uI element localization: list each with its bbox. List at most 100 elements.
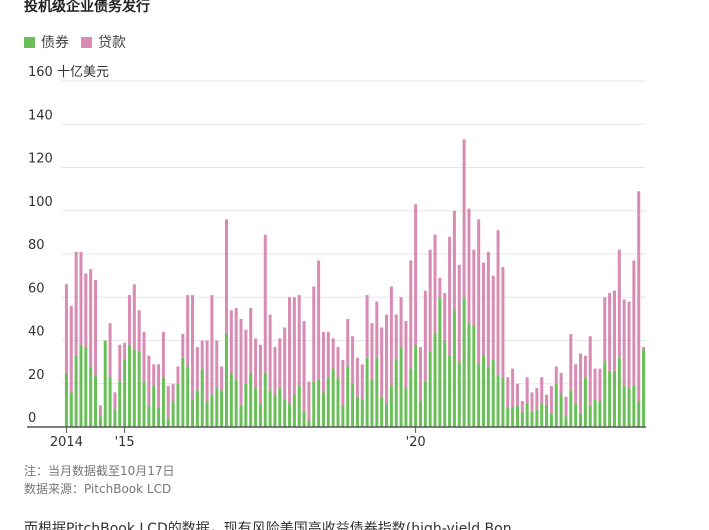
- bar-loans: [181, 334, 185, 358]
- bar-loans: [113, 392, 117, 410]
- bar-loans: [336, 346, 340, 378]
- bar-bonds: [457, 362, 461, 428]
- bar-loans: [210, 295, 214, 395]
- bar-loans: [123, 342, 127, 360]
- bar-loans: [205, 340, 209, 402]
- bar-bonds: [409, 368, 413, 427]
- bar-bonds: [627, 388, 631, 427]
- bar-bonds: [283, 398, 287, 427]
- bar-bonds: [292, 394, 296, 427]
- bar-loans: [612, 290, 616, 371]
- bar-bonds: [244, 383, 248, 427]
- bar-bonds: [307, 420, 311, 427]
- bar-bonds: [317, 379, 321, 427]
- bar-loans: [545, 394, 549, 406]
- bar-loans: [215, 340, 219, 389]
- bar-loans: [462, 139, 466, 298]
- bar-bonds: [462, 297, 466, 427]
- bar-bonds: [574, 403, 578, 427]
- bar-bonds: [385, 403, 389, 427]
- chart-legend: 债券 贷款: [24, 32, 138, 52]
- bar-bonds: [152, 385, 156, 427]
- bar-bonds: [321, 392, 325, 427]
- article-text-cut: 而根据PitchBook LCD的数据，现有风险美国高收益债券指数(high-y…: [24, 521, 512, 530]
- bar-loans: [409, 260, 413, 369]
- bar-loans: [491, 275, 495, 360]
- bar-loans: [254, 338, 258, 389]
- bar-loans: [501, 266, 505, 378]
- y-tick-label: 160 十亿美元: [28, 65, 109, 80]
- bar-loans: [496, 230, 500, 376]
- bar-bonds: [564, 416, 568, 427]
- bar-loans: [191, 295, 195, 399]
- bar-loans: [326, 331, 330, 378]
- bar-loans: [234, 308, 238, 380]
- bar-bonds: [142, 381, 146, 427]
- bar-loans: [520, 401, 524, 412]
- bar-loans: [64, 284, 68, 373]
- bar-loans: [574, 364, 578, 404]
- bar-bonds: [404, 388, 408, 427]
- bar-loans: [220, 366, 224, 391]
- footer-notes: 注：当月数据截至10月17日 数据来源：PitchBook LCD: [24, 462, 175, 498]
- bar-bonds: [288, 403, 292, 427]
- bar-loans: [530, 392, 534, 412]
- bar-bonds: [535, 409, 539, 427]
- bar-loans: [554, 366, 558, 384]
- bar-loans: [263, 234, 267, 373]
- bar-loans: [423, 290, 427, 382]
- bar-loans: [579, 353, 583, 415]
- bar-bonds: [210, 394, 214, 427]
- bar-loans: [506, 377, 510, 408]
- bar-bonds: [278, 388, 282, 427]
- bar-bonds: [166, 418, 170, 427]
- bar-bonds: [530, 411, 534, 427]
- bar-loans: [258, 344, 262, 404]
- bar-loans: [583, 355, 587, 378]
- y-tick-label: 60: [28, 281, 45, 296]
- bar-loans: [617, 249, 621, 358]
- bar-loans: [569, 334, 573, 391]
- bar-loans: [525, 377, 529, 404]
- bar-bonds: [258, 403, 262, 427]
- bar-loans: [642, 346, 646, 350]
- bar-loans: [438, 277, 442, 298]
- bar-loans: [321, 331, 325, 393]
- legend-item-loans: 贷款: [81, 32, 126, 52]
- bar-loans: [627, 301, 631, 389]
- bar-loans: [603, 297, 607, 363]
- bar-bonds: [312, 381, 316, 427]
- bar-loans: [239, 318, 243, 406]
- bar-bonds: [370, 379, 374, 427]
- bar-loans: [137, 310, 141, 352]
- bar-bonds: [147, 405, 151, 428]
- y-tick-label: 140: [28, 108, 53, 123]
- bar-bonds: [113, 409, 117, 427]
- bar-loans: [229, 310, 233, 373]
- bar-loans: [477, 219, 481, 365]
- bar-bonds: [583, 377, 587, 427]
- bar-bonds: [433, 334, 437, 427]
- y-tick-label: 80: [28, 238, 45, 253]
- bar-bonds: [123, 359, 127, 427]
- bar-bonds: [365, 357, 369, 427]
- bar-bonds: [467, 323, 471, 427]
- bar-bonds: [108, 377, 112, 427]
- bar-loans: [171, 383, 175, 402]
- bar-bonds: [302, 411, 306, 427]
- bar-bonds: [94, 375, 98, 427]
- bar-loans: [375, 301, 379, 358]
- y-tick-label: 100: [28, 195, 53, 210]
- bar-loans: [74, 251, 78, 356]
- bar-loans: [433, 234, 437, 335]
- bar-bonds: [171, 401, 175, 427]
- bar-bonds: [588, 405, 592, 428]
- bar-bonds: [438, 297, 442, 427]
- bar-bonds: [545, 405, 549, 428]
- bar-bonds: [186, 366, 190, 427]
- bar-loans: [118, 344, 122, 382]
- bar-bonds: [593, 398, 597, 427]
- bar-loans: [385, 314, 389, 404]
- bar-bonds: [501, 377, 505, 427]
- bar-loans: [389, 286, 393, 386]
